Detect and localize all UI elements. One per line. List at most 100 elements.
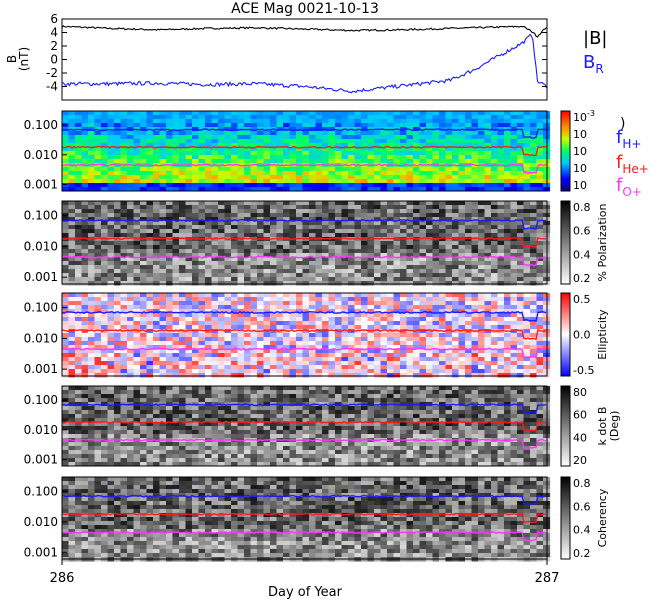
spectrum-cell (250, 337, 258, 342)
spectrum-cell (354, 301, 362, 306)
spectrum-cell (497, 241, 505, 246)
spectrum-cell (257, 353, 265, 358)
spectrum-cell (114, 325, 122, 330)
spectrum-cell (68, 321, 76, 326)
spectrum-cell (374, 273, 382, 278)
spectrum-cell (231, 321, 239, 326)
spectrum-cell (94, 151, 102, 156)
spectrum-cell (419, 115, 427, 120)
spectrum-cell (153, 111, 161, 116)
spectrum-cell (250, 205, 258, 210)
spectrum-cell (530, 277, 538, 282)
spectrum-cell (107, 249, 115, 254)
spectrum-cell (62, 111, 70, 116)
spectrum-cell (432, 369, 440, 374)
spectrum-cell (465, 119, 473, 124)
spectrum-cell (315, 241, 323, 246)
spectrum-cell (166, 155, 174, 160)
spectrum-cell (458, 147, 466, 152)
spectrum-cell (439, 123, 447, 128)
spectrum-cell (140, 119, 148, 124)
spectrum-cell (250, 209, 258, 214)
spectrum-cell (296, 345, 304, 350)
spectrum-cell (244, 369, 252, 374)
spectrum-cell (270, 143, 278, 148)
spectrum-cell (354, 321, 362, 326)
spectrum-cell (263, 171, 271, 176)
spectrum-cell (133, 442, 141, 447)
spectrum-cell (205, 245, 213, 250)
spectrum-cell (465, 309, 473, 314)
spectrum-cell (328, 293, 336, 298)
y-tick-label: 0.100 (24, 118, 58, 132)
spectrum-cell (244, 293, 252, 298)
spectrum-cell (374, 349, 382, 354)
spectrum-cell (335, 221, 343, 226)
spectrum-cell (101, 269, 109, 274)
spectrum-cell (348, 115, 356, 120)
spectrum-cell (211, 159, 219, 164)
spectrum-cell (127, 321, 135, 326)
spectrum-cell (497, 325, 505, 330)
spectrum-cell (68, 213, 76, 218)
spectrum-cell (244, 111, 252, 116)
spectrum-cell (172, 159, 180, 164)
spectrum-cell (322, 155, 330, 160)
spectrum-cell (504, 333, 512, 338)
spectrum-cell (374, 171, 382, 176)
spectrum-cell (185, 365, 193, 370)
spectrum-cell (471, 341, 479, 346)
spectrum-cell (478, 261, 486, 266)
spectrum-cell (309, 119, 317, 124)
spectrum-cell (198, 187, 206, 192)
spectrum-cell (504, 115, 512, 120)
spectrum-cell (81, 390, 89, 395)
spectrum-cell (68, 151, 76, 156)
spectrum-cell (380, 305, 388, 310)
spectrum-cell (439, 229, 447, 234)
spectrum-cell (159, 151, 167, 156)
spectrum-cell (224, 361, 232, 366)
spectrum-cell (185, 213, 193, 218)
spectrum-cell (120, 205, 128, 210)
spectrum-cell (484, 305, 492, 310)
mag-y-axis-label-line: B (5, 55, 19, 63)
spectrum-cell (322, 353, 330, 358)
spectrum-cell (179, 329, 187, 334)
spectrum-cell (387, 229, 395, 234)
spectrum-cell (419, 345, 427, 350)
spectrum-cell (127, 386, 135, 391)
spectrum-cell (263, 131, 271, 136)
spectrum-cell (432, 115, 440, 120)
spectrum-cell (224, 313, 232, 318)
spectrum-cell (127, 257, 135, 262)
spectrum-cell (94, 458, 102, 463)
spectrum-cell (75, 325, 83, 330)
spectrum-cell (445, 171, 453, 176)
spectrum-cell (231, 159, 239, 164)
spectrum-cell (244, 213, 252, 218)
spectrum-cell (159, 201, 167, 206)
spectrum-cell (341, 257, 349, 262)
spectrum-cell (166, 205, 174, 210)
spectrum-cell (114, 313, 122, 318)
spectrum-cell (172, 369, 180, 374)
spectrum-cell (458, 225, 466, 230)
spectrum-cell (107, 183, 115, 188)
spectrum-cell (153, 143, 161, 148)
spectrum-cell (387, 265, 395, 270)
spectrum-cell (471, 321, 479, 326)
spectrum-cell (452, 151, 460, 156)
spectrum-cell (94, 281, 102, 286)
spectrum-cell (354, 135, 362, 140)
spectrum-cell (439, 167, 447, 172)
spectrum-cell (166, 253, 174, 258)
spectrum-cell (302, 265, 310, 270)
spectrum-cell (133, 147, 141, 152)
spectrum-cell (133, 273, 141, 278)
spectrum-cell (263, 233, 271, 238)
spectrum-cell (309, 273, 317, 278)
spectrum-cell (218, 143, 226, 148)
spectrum-cell (211, 357, 219, 362)
spectrum-cell (283, 277, 291, 282)
